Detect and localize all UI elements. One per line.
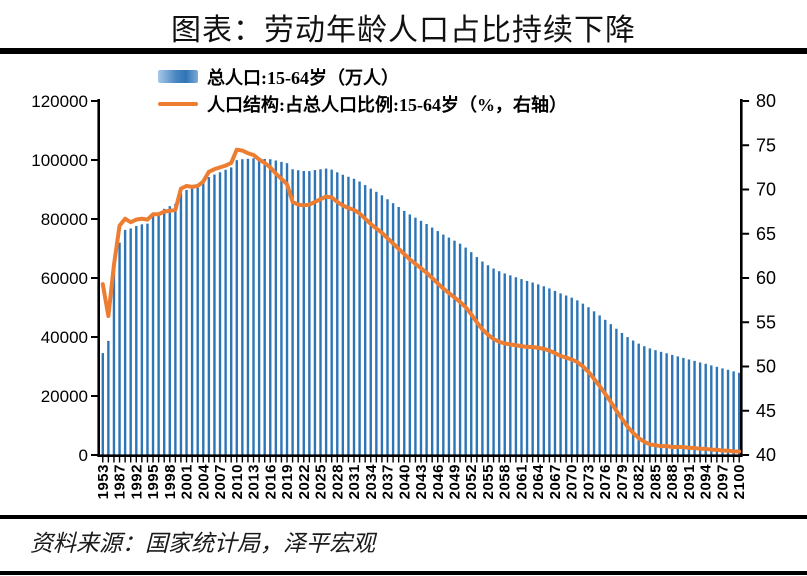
svg-text:2037: 2037 xyxy=(380,464,397,499)
svg-text:2097: 2097 xyxy=(714,464,731,499)
line-series-swatch-icon xyxy=(158,101,198,106)
svg-text:75: 75 xyxy=(756,135,776,155)
bar-series xyxy=(101,158,741,456)
svg-text:2088: 2088 xyxy=(664,464,681,499)
svg-text:80000: 80000 xyxy=(41,210,88,229)
bar-series-swatch-icon xyxy=(158,70,198,83)
chart-title: 图表：劳动年龄人口占比持续下降 xyxy=(171,14,636,47)
svg-text:0: 0 xyxy=(79,446,88,465)
svg-text:2028: 2028 xyxy=(329,464,346,499)
legend-row-line-series: 人口结构:占总人口比例:15-64岁（%，右轴） xyxy=(158,90,567,117)
svg-text:20000: 20000 xyxy=(41,387,88,406)
bottom-divider-rule xyxy=(0,571,807,575)
svg-text:2034: 2034 xyxy=(363,464,380,500)
source-text: 资料来源：国家统计局，泽平宏观 xyxy=(30,531,375,556)
svg-text:50: 50 xyxy=(756,357,776,377)
middle-divider-rule xyxy=(0,515,807,519)
svg-text:60: 60 xyxy=(756,268,776,288)
svg-text:80: 80 xyxy=(756,91,776,111)
svg-text:1987: 1987 xyxy=(112,464,129,499)
svg-text:1953: 1953 xyxy=(95,464,112,499)
svg-text:2043: 2043 xyxy=(413,464,430,499)
svg-text:2049: 2049 xyxy=(447,464,464,499)
svg-text:45: 45 xyxy=(756,401,776,421)
svg-text:2019: 2019 xyxy=(279,464,296,499)
legend-row-bar-series: 总人口:15-64岁（万人） xyxy=(158,63,567,90)
axes xyxy=(91,99,750,463)
svg-text:2052: 2052 xyxy=(463,464,480,499)
svg-text:2040: 2040 xyxy=(396,464,413,499)
left-axis-tick-labels: 0 20000 40000 60000 80000 100000 120000 xyxy=(31,92,88,465)
svg-text:2058: 2058 xyxy=(497,464,514,499)
svg-text:2055: 2055 xyxy=(480,464,497,499)
svg-text:2073: 2073 xyxy=(580,464,597,499)
svg-text:2046: 2046 xyxy=(430,464,447,499)
svg-text:2031: 2031 xyxy=(346,464,363,499)
svg-text:2022: 2022 xyxy=(296,464,313,499)
svg-text:100000: 100000 xyxy=(31,151,88,170)
svg-text:2094: 2094 xyxy=(698,464,715,500)
legend-line-label: 人口结构:占总人口比例:15-64岁（%，右轴） xyxy=(207,94,567,115)
svg-text:70: 70 xyxy=(756,180,776,200)
svg-text:1995: 1995 xyxy=(145,464,162,499)
svg-text:2070: 2070 xyxy=(564,464,581,499)
svg-text:2007: 2007 xyxy=(212,464,229,499)
svg-text:1992: 1992 xyxy=(128,464,145,499)
svg-text:55: 55 xyxy=(756,312,776,332)
svg-text:2076: 2076 xyxy=(597,464,614,499)
svg-text:2064: 2064 xyxy=(530,464,547,500)
svg-text:2004: 2004 xyxy=(195,464,212,500)
svg-text:2067: 2067 xyxy=(547,464,564,499)
svg-text:2001: 2001 xyxy=(179,464,196,499)
svg-text:40000: 40000 xyxy=(41,328,88,347)
line-series xyxy=(100,147,742,454)
right-axis-tick-labels: 40 45 50 55 60 65 70 75 80 xyxy=(756,91,776,465)
chart-legend: 总人口:15-64岁（万人） 人口结构:占总人口比例:15-64岁（%，右轴） xyxy=(158,63,567,117)
svg-text:120000: 120000 xyxy=(31,92,88,111)
x-axis-tick-labels: 1953 1987 1992 1995 1998 2001 2004 2007 2010 2013… xyxy=(95,464,748,500)
svg-text:40: 40 xyxy=(756,445,776,465)
svg-text:1998: 1998 xyxy=(162,464,179,499)
svg-text:2079: 2079 xyxy=(614,464,631,499)
svg-text:2016: 2016 xyxy=(262,464,279,499)
top-divider-rule xyxy=(0,48,807,54)
svg-text:65: 65 xyxy=(756,224,776,244)
svg-text:2025: 2025 xyxy=(313,464,330,499)
svg-text:2091: 2091 xyxy=(681,464,698,499)
svg-text:2100: 2100 xyxy=(731,464,748,499)
svg-text:2061: 2061 xyxy=(513,464,530,499)
svg-text:2013: 2013 xyxy=(246,464,263,499)
svg-text:2010: 2010 xyxy=(229,464,246,499)
legend-bar-label: 总人口:15-64岁（万人） xyxy=(207,67,399,88)
svg-text:2085: 2085 xyxy=(647,464,664,499)
svg-text:60000: 60000 xyxy=(41,269,88,288)
svg-text:2082: 2082 xyxy=(631,464,648,499)
